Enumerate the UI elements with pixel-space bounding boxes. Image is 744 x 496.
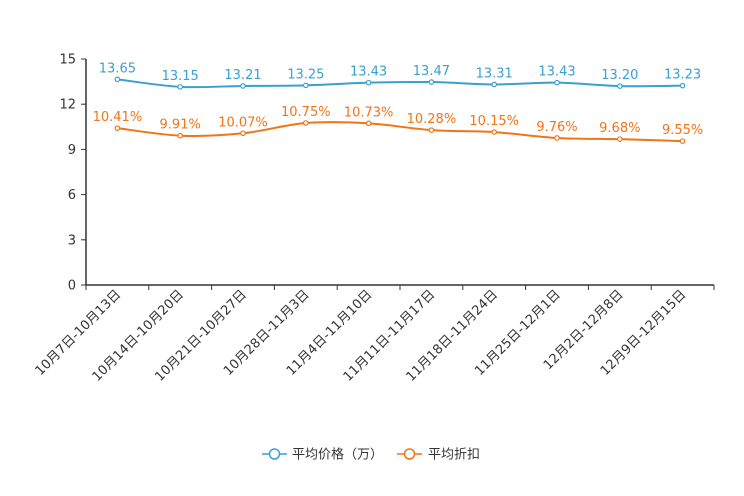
- data-point[interactable]: [491, 81, 498, 88]
- data-point[interactable]: [177, 84, 184, 90]
- legend-item-avg-price[interactable]: 平均价格（万）: [262, 447, 383, 463]
- data-point[interactable]: [554, 135, 560, 141]
- data-point[interactable]: [616, 136, 623, 142]
- data-label: 13.43: [538, 65, 575, 80]
- data-label: 10.28%: [407, 112, 457, 127]
- legend-label: 平均折扣: [428, 448, 480, 463]
- legend-marker-icon: [403, 448, 416, 460]
- data-label: 10.75%: [281, 105, 331, 120]
- data-label: 13.15: [162, 69, 199, 84]
- data-label: 10.15%: [469, 114, 519, 129]
- data-point[interactable]: [302, 82, 309, 89]
- legend-item-avg-discount[interactable]: 平均折扣: [397, 448, 480, 463]
- data-label: 9.76%: [536, 120, 577, 135]
- legend-label: 平均价格（万）: [292, 447, 383, 463]
- data-label: 10.73%: [344, 105, 394, 120]
- data-label: 13.20: [601, 68, 638, 83]
- chart-series: 13.65 13.15 13.21 13.25 13.43 13.47 13.31 13.43…: [93, 61, 703, 144]
- series-line: [117, 121, 683, 143]
- y-tick-label: 3: [68, 233, 76, 248]
- data-label: 13.23: [664, 68, 701, 83]
- data-label: 9.68%: [599, 121, 640, 136]
- chart-legend[interactable]: 平均价格（万） 平均折扣: [262, 447, 480, 463]
- data-point[interactable]: [428, 79, 435, 85]
- data-point[interactable]: [240, 83, 246, 89]
- series-line: [117, 78, 683, 89]
- data-point[interactable]: [240, 130, 246, 137]
- data-point[interactable]: [365, 79, 372, 86]
- series-avg-discount: 10.41% 9.91% 10.07% 10.75% 10.73% 10.28% 10.15…: [93, 105, 703, 144]
- data-label: 13.21: [224, 68, 261, 83]
- data-point[interactable]: [365, 120, 372, 127]
- data-label: 10.07%: [218, 115, 268, 130]
- y-tick-label: 12: [59, 98, 76, 113]
- data-label: 13.47: [413, 64, 450, 79]
- y-tick-label: 6: [68, 188, 76, 203]
- y-tick-label: 0: [68, 279, 76, 294]
- data-point[interactable]: [114, 76, 121, 83]
- data-label: 13.43: [350, 65, 387, 80]
- data-label: 10.41%: [93, 110, 143, 125]
- data-point[interactable]: [114, 125, 121, 131]
- data-label: 9.91%: [160, 118, 201, 133]
- data-label: 13.25: [287, 67, 324, 82]
- chart-axes: 0369121510月7日-10月13日10月14日-10月20日10月21日-…: [33, 53, 715, 385]
- data-point[interactable]: [554, 79, 560, 86]
- data-point[interactable]: [177, 132, 184, 139]
- data-point[interactable]: [491, 129, 498, 135]
- data-label: 9.55%: [662, 123, 703, 138]
- y-tick-label: 15: [59, 53, 76, 68]
- data-point[interactable]: [679, 138, 686, 144]
- data-point[interactable]: [679, 82, 686, 89]
- y-tick-label: 9: [68, 143, 76, 158]
- series-avg-price: 13.65 13.15 13.21 13.25 13.43 13.47 13.31 13.43…: [99, 61, 701, 90]
- legend-marker-icon: [268, 448, 281, 460]
- data-point[interactable]: [616, 83, 623, 89]
- data-label: 13.65: [99, 61, 136, 76]
- data-point[interactable]: [428, 127, 435, 133]
- data-point[interactable]: [302, 120, 309, 126]
- data-label: 13.31: [476, 66, 513, 81]
